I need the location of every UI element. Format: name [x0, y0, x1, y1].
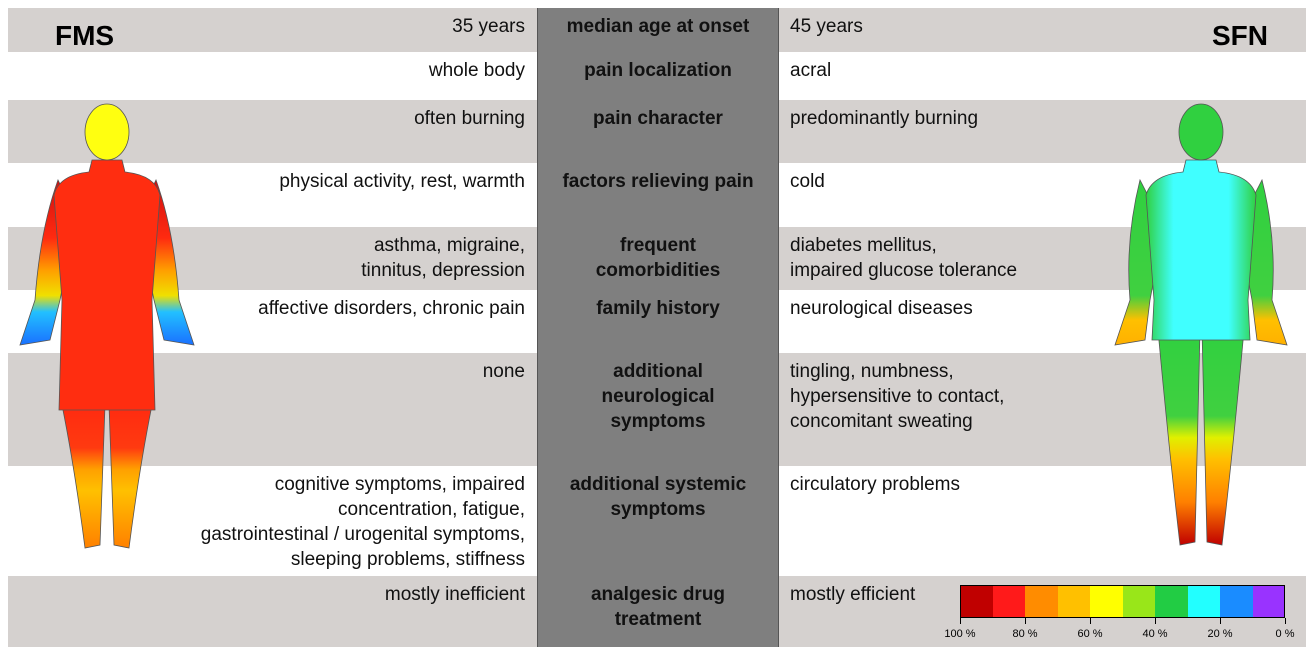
scale-label: 100 % [944, 628, 976, 640]
scale-swatch [1220, 585, 1253, 618]
sfn-text: circulatory problems [790, 474, 960, 495]
scale-border [960, 585, 1285, 618]
scale-tick [1285, 618, 1286, 624]
fms-text: mostly inefficient [384, 584, 525, 605]
scale-tick [1025, 618, 1026, 624]
scale-tick [1155, 618, 1156, 624]
feature-text: median age at onset [566, 16, 750, 37]
fms-text: affective disorders, chronic pain [258, 298, 525, 319]
scale-label: 80 % [1012, 628, 1038, 640]
sfn-text: tingling, numbness, hypersensitive to co… [790, 361, 1005, 432]
scale-label: 20 % [1207, 628, 1233, 640]
fms-text: often burning [414, 108, 525, 129]
scale-swatch [1090, 585, 1123, 618]
scale-label: 40 % [1142, 628, 1168, 640]
right-label: SFN [1212, 20, 1268, 51]
sfn-text: predominantly burning [790, 108, 979, 129]
scale-label: 0 % [1275, 628, 1295, 640]
sfn-text: diabetes mellitus, impaired glucose tole… [790, 235, 1018, 281]
scale-swatch [1057, 585, 1090, 618]
feature-text: analgesic drug treatment [590, 584, 726, 630]
feature-text: pain character [593, 108, 723, 129]
sfn-text: neurological diseases [790, 298, 973, 319]
scale-swatch [1025, 585, 1058, 618]
fms-text: 35 years [452, 16, 525, 37]
scale-swatch [1155, 585, 1188, 618]
scale-label: 60 % [1077, 628, 1103, 640]
feature-text: pain localization [584, 60, 732, 81]
fms-text: none [482, 361, 525, 382]
fms-text: whole body [428, 60, 525, 81]
scale-swatch [1187, 585, 1220, 618]
feature-text: additional systemic symptoms [569, 474, 747, 520]
center-column [537, 8, 779, 647]
scale-swatch [1252, 585, 1285, 618]
feature-text: additional neurological symptoms [601, 361, 715, 432]
sfn-text: mostly efficient [790, 584, 916, 605]
feature-text: frequent comorbidities [595, 235, 721, 281]
feature-text: family history [596, 298, 720, 319]
sfn-text: cold [790, 171, 825, 192]
fms-text: physical activity, rest, warmth [279, 171, 525, 192]
fms-text: asthma, migraine, tinnitus, depression [361, 235, 525, 281]
scale-tick [1220, 618, 1221, 624]
left-label: FMS [55, 20, 115, 51]
scale-tick [1090, 618, 1091, 624]
feature-text: factors relieving pain [562, 171, 754, 192]
scale-swatch [992, 585, 1025, 618]
scale-tick [960, 618, 961, 624]
scale-swatch [1122, 585, 1155, 618]
scale-swatch [960, 585, 993, 618]
fms-text: cognitive symptoms, impaired concentrati… [200, 474, 525, 570]
sfn-text: acral [790, 60, 832, 81]
sfn-text: 45 years [790, 16, 863, 37]
